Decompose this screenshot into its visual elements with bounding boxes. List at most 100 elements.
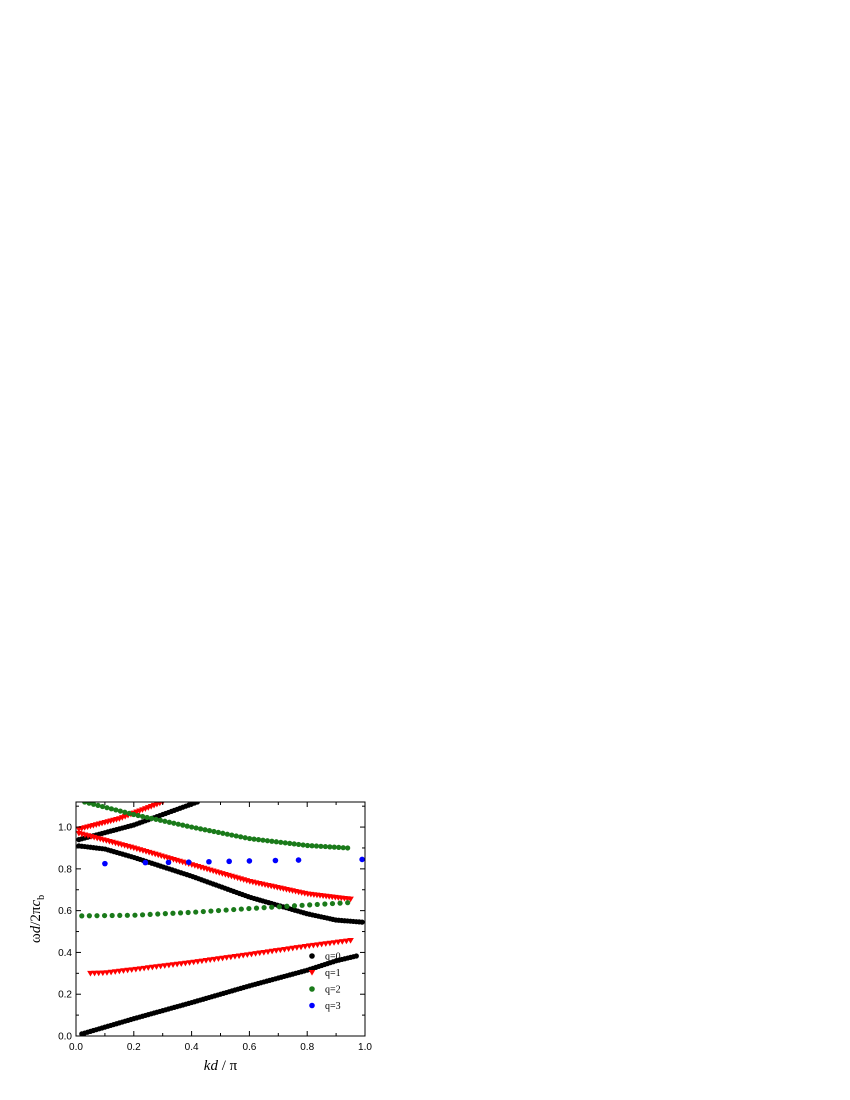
data-point (166, 819, 172, 825)
data-point (162, 911, 168, 917)
y-axis-label-part: /2π (28, 906, 44, 926)
data-point (103, 970, 111, 976)
data-point (177, 910, 184, 916)
data-point (322, 843, 328, 850)
data-point (276, 904, 282, 910)
data-point (277, 947, 284, 954)
x-axis-label-italic: kd (204, 1058, 219, 1074)
data-point (285, 946, 292, 952)
x-axis-label-rest: / π (218, 1058, 238, 1074)
y-axis-label-part: d (28, 925, 44, 933)
y-axis-label-subscript: b (36, 895, 47, 900)
data-point (330, 940, 338, 946)
data-point (153, 816, 159, 822)
data-point (273, 839, 279, 845)
data-point (231, 954, 239, 960)
x-tick-label: 0.8 (300, 1042, 314, 1053)
data-point (327, 844, 333, 850)
data-point (144, 814, 150, 821)
data-point (260, 949, 268, 956)
data-point (132, 912, 138, 918)
data-point (268, 948, 276, 955)
data-point (287, 840, 293, 846)
x-tick-label: 0.2 (127, 1042, 141, 1053)
data-point (296, 841, 302, 848)
data-point (94, 913, 100, 919)
y-tick-label: 1.0 (58, 823, 72, 834)
data-point (206, 957, 214, 964)
data-point (177, 961, 185, 967)
data-point (215, 907, 222, 914)
data-point (220, 830, 226, 836)
series-q=0 (76, 802, 365, 1036)
data-point (136, 966, 144, 972)
data-point (304, 842, 311, 849)
data-point (281, 946, 288, 953)
data-point (239, 952, 247, 959)
data-point (340, 845, 346, 851)
data-point (180, 822, 186, 828)
data-point (235, 953, 243, 960)
data-point (248, 951, 255, 958)
data-point (244, 952, 251, 958)
series-q=3 (102, 856, 365, 867)
data-point (353, 953, 359, 959)
data-point (91, 970, 98, 977)
data-point (289, 945, 297, 952)
data-point (229, 832, 235, 838)
data-point (185, 859, 192, 865)
data-point (102, 860, 108, 867)
legend-item: q=2 (309, 985, 341, 996)
data-point (299, 902, 305, 908)
data-point (202, 957, 210, 964)
data-point (211, 956, 218, 963)
data-point (272, 857, 279, 864)
data-point (322, 941, 330, 947)
data-point (269, 838, 275, 844)
data-point (293, 945, 301, 951)
data-point (314, 901, 320, 908)
data-point (297, 944, 305, 951)
data-point (149, 964, 156, 971)
data-point (144, 965, 152, 971)
data-point (193, 909, 199, 915)
data-point (200, 908, 206, 915)
x-tick-label: 0.6 (242, 1042, 256, 1053)
data-point (186, 960, 193, 966)
data-point (291, 903, 298, 909)
data-point (224, 831, 230, 837)
data-point (295, 857, 302, 863)
data-point (117, 912, 123, 919)
data-point (238, 834, 244, 840)
data-point (157, 963, 164, 970)
y-tick-label: 0.4 (58, 948, 72, 959)
data-point (161, 963, 169, 969)
data-point (252, 951, 259, 957)
data-point (95, 802, 101, 809)
data-point (227, 954, 235, 961)
data-point (343, 938, 350, 945)
data-points-layer (76, 802, 365, 1036)
legend-marker (309, 953, 315, 959)
data-point (256, 950, 264, 957)
data-point (140, 965, 148, 972)
data-point (142, 859, 149, 866)
data-point (318, 843, 324, 849)
data-point (219, 955, 226, 962)
legend-item: q=1 (308, 968, 341, 979)
data-point (253, 905, 260, 911)
data-point (226, 858, 232, 865)
y-axis-label-text: ωd/2πcb (28, 895, 47, 943)
legend-marker (308, 970, 316, 976)
y-axis-label: ωd/2πcb (28, 895, 47, 943)
data-point (223, 907, 229, 913)
data-point (337, 900, 343, 906)
axis-ticks: 0.0 0.2 0.4 0.6 0.8 1.0 0.0 0.2 0.4 0.6 0.8 1.0 (58, 802, 372, 1053)
data-point (170, 910, 176, 916)
data-point (126, 810, 132, 816)
data-point (82, 802, 88, 805)
data-point (206, 858, 212, 865)
data-point (238, 906, 244, 912)
data-point (242, 835, 248, 841)
data-point (246, 905, 252, 912)
